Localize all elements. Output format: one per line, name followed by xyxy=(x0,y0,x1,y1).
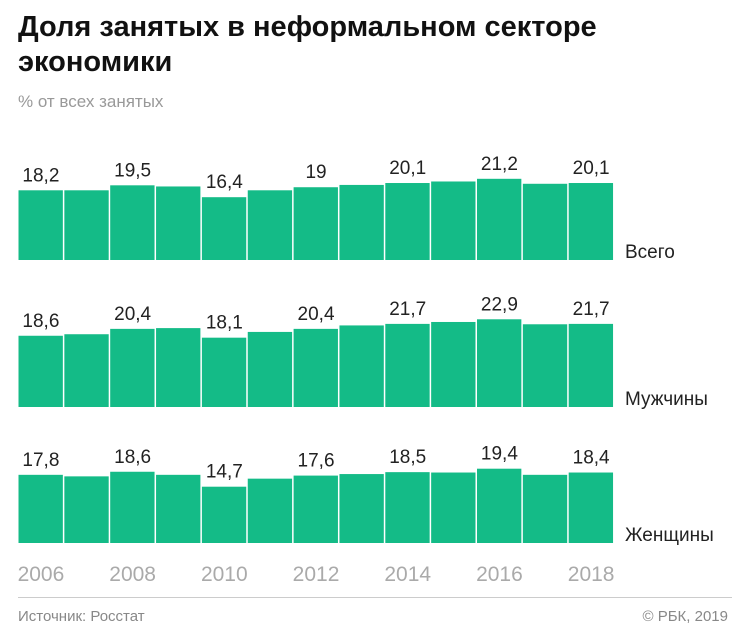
x-tick-label: 2010 xyxy=(201,563,248,586)
bar-Женщины-2016 xyxy=(477,468,522,543)
bar-Всего-2009 xyxy=(156,186,201,260)
x-tick-label: 2018 xyxy=(568,563,615,586)
data-label: 22,9 xyxy=(481,294,518,315)
bar-Всего-2013 xyxy=(339,184,384,260)
bar-Женщины-2006 xyxy=(18,474,63,543)
data-label: 20,4 xyxy=(114,304,151,325)
bar-Мужчины-2018 xyxy=(568,323,614,407)
bar-Мужчины-2006 xyxy=(18,335,63,407)
bar-Мужчины-2014 xyxy=(385,323,430,407)
data-label: 20,4 xyxy=(298,304,335,325)
x-tick-label: 2008 xyxy=(109,563,156,586)
data-label: 17,6 xyxy=(298,451,335,472)
copyright-text: © РБК, 2019 xyxy=(642,608,728,625)
bar-Мужчины-2008 xyxy=(110,328,155,407)
bar-Всего-2018 xyxy=(568,183,614,260)
source-text: Источник: Росстат xyxy=(18,608,145,625)
data-label: 18,4 xyxy=(573,448,610,469)
x-tick-label: 2006 xyxy=(18,563,65,586)
bar-Всего-2017 xyxy=(522,183,568,260)
bar-Мужчины-2010 xyxy=(201,337,247,407)
bar-Женщины-2011 xyxy=(247,478,293,543)
data-label: 18,6 xyxy=(22,311,59,332)
x-tick-label: 2014 xyxy=(384,563,431,586)
series-label: Женщины xyxy=(625,525,714,546)
chart-subtitle: % от всех занятых xyxy=(18,92,164,111)
bar-Всего-2012 xyxy=(293,187,338,260)
bar-Всего-2006 xyxy=(18,190,63,260)
bar-Всего-2014 xyxy=(385,183,430,260)
bar-Женщины-2007 xyxy=(64,476,109,543)
data-label: 17,8 xyxy=(22,450,59,471)
data-label: 18,2 xyxy=(22,165,59,186)
data-label: 18,6 xyxy=(114,447,151,468)
bar-Мужчины-2007 xyxy=(64,334,109,407)
data-label: 21,2 xyxy=(481,154,518,175)
bar-Женщины-2009 xyxy=(156,474,201,543)
x-tick-label: 2016 xyxy=(476,563,523,586)
bar-Женщины-2017 xyxy=(522,474,568,543)
bar-Мужчины-2017 xyxy=(522,324,568,407)
bar-Всего-2016 xyxy=(477,178,522,260)
bar-Всего-2015 xyxy=(431,181,476,260)
bar-Мужчины-2013 xyxy=(339,325,384,407)
x-tick-label: 2012 xyxy=(293,563,340,586)
bar-Мужчины-2011 xyxy=(247,331,293,407)
data-label: 14,7 xyxy=(206,462,243,483)
bar-Женщины-2013 xyxy=(339,474,384,543)
data-label: 21,7 xyxy=(389,299,426,320)
data-label: 21,7 xyxy=(573,299,610,320)
data-label: 18,1 xyxy=(206,313,243,334)
bar-Женщины-2010 xyxy=(201,486,247,543)
data-label: 18,5 xyxy=(389,447,426,468)
data-label: 19 xyxy=(305,162,326,183)
bar-Всего-2008 xyxy=(110,185,155,260)
bar-Мужчины-2016 xyxy=(477,319,522,407)
bar-Мужчины-2012 xyxy=(293,328,338,407)
data-label: 16,4 xyxy=(206,172,243,193)
bar-Всего-2007 xyxy=(64,190,109,260)
bar-Женщины-2018 xyxy=(568,472,614,543)
data-label: 20,1 xyxy=(389,158,426,179)
series-label: Всего xyxy=(625,242,675,263)
bar-Всего-2011 xyxy=(247,190,293,260)
bar-Мужчины-2015 xyxy=(431,321,476,407)
bar-Мужчины-2009 xyxy=(156,328,201,407)
data-label: 19,5 xyxy=(114,160,151,181)
bar-Женщины-2015 xyxy=(431,472,476,543)
bar-Женщины-2014 xyxy=(385,472,430,543)
footer-divider xyxy=(18,597,732,598)
bar-Всего-2010 xyxy=(201,197,247,260)
bar-Женщины-2012 xyxy=(293,475,338,543)
data-label: 19,4 xyxy=(481,444,518,465)
bar-Женщины-2008 xyxy=(110,471,155,543)
data-label: 20,1 xyxy=(573,158,610,179)
chart-title: Доля занятых в неформальном секторе экон… xyxy=(18,11,597,78)
series-label: Мужчины xyxy=(625,389,708,410)
